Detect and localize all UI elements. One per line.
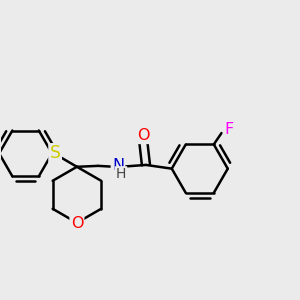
Text: O: O <box>137 128 150 143</box>
Text: O: O <box>71 216 83 231</box>
Text: S: S <box>50 144 61 162</box>
Text: F: F <box>224 122 233 137</box>
Text: H: H <box>116 167 126 181</box>
Text: N: N <box>112 158 124 173</box>
